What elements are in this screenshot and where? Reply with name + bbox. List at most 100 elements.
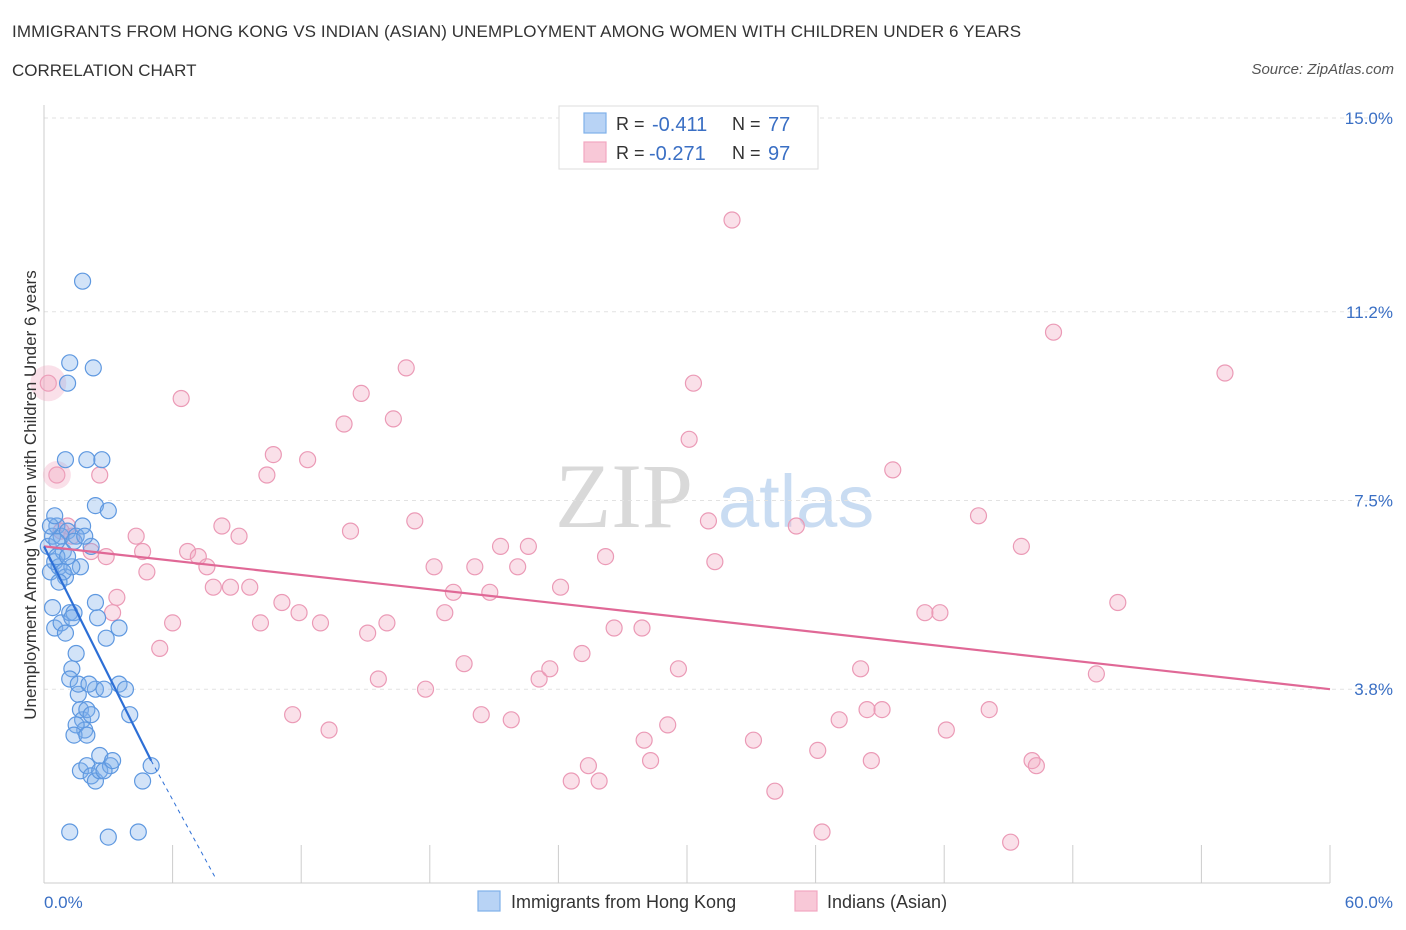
point-indians-asian	[230, 527, 248, 545]
point-indians-asian	[680, 430, 698, 448]
chart-title: IMMIGRANTS FROM HONG KONG VS INDIAN (ASI…	[12, 22, 1022, 41]
point-indians-asian	[406, 512, 424, 530]
point-indians-asian	[873, 700, 891, 719]
legend-n-value-2: 97	[768, 143, 790, 165]
point-indians-asian	[273, 593, 291, 612]
legend-n-label-2: N =	[732, 143, 761, 163]
point-indians-asian	[320, 721, 338, 739]
legend-r-label-2: R =	[616, 143, 645, 163]
point-hong-kong	[41, 517, 60, 535]
point-indians-asian	[590, 772, 608, 790]
trend-lines	[43, 545, 1331, 879]
point-indians-asian	[251, 614, 270, 632]
point-hong-kong	[73, 517, 92, 535]
point-hong-kong	[61, 823, 79, 841]
point-indians-asian	[830, 711, 848, 729]
point-indians-asian	[1012, 537, 1030, 556]
point-hong-kong	[78, 451, 96, 469]
point-indians-asian	[509, 558, 527, 576]
point-indians-asian	[299, 451, 317, 469]
y-tick-labels: 3.8% 7.5% 11.2% 15.0%	[1345, 109, 1393, 699]
watermark-zip: ZIP	[555, 445, 693, 547]
watermark-atlas: atlas	[718, 460, 874, 543]
point-indians-asian	[1216, 364, 1234, 382]
point-indians-asian	[573, 644, 591, 663]
legend-swatch-blue	[583, 112, 607, 134]
point-indians-asian	[1044, 323, 1063, 341]
point-hong-kong	[133, 772, 152, 790]
point-indians-asian	[213, 517, 231, 535]
point-indians-asian	[127, 527, 145, 545]
point-indians-asian	[172, 389, 190, 408]
point-indians-asian	[937, 721, 955, 739]
point-indians-asian	[264, 446, 282, 464]
point-indians-asian	[311, 614, 330, 632]
source-label: Source: ZipAtlas.com	[1251, 61, 1394, 78]
point-indians-asian	[416, 680, 435, 698]
point-hong-kong	[58, 547, 77, 566]
point-indians-asian	[596, 547, 615, 566]
point-hong-kong	[46, 507, 64, 525]
point-indians-asian	[369, 670, 387, 688]
point-indians-asian	[1002, 833, 1020, 851]
point-hong-kong	[48, 517, 66, 535]
point-indians-asian	[669, 660, 688, 678]
point-indians-asian	[562, 772, 580, 790]
point-indians-asian	[519, 537, 537, 556]
x-tick-label-max: 60.0%	[1345, 893, 1393, 912]
point-indians-asian	[91, 466, 109, 484]
point-indians-asian	[241, 578, 259, 596]
point-indians-asian	[466, 558, 484, 576]
point-indians-asian	[530, 670, 548, 688]
point-indians-asian	[659, 716, 677, 734]
point-hong-kong	[61, 670, 79, 688]
legend-swatch-pink	[583, 141, 607, 163]
y-tick-label: 7.5%	[1354, 492, 1393, 511]
point-indians-asian	[103, 604, 122, 622]
point-hong-kong	[142, 757, 160, 775]
point-indians-asian	[258, 466, 276, 484]
x-tick-label-min: 0.0%	[44, 893, 83, 912]
point-indians-asian	[198, 558, 216, 576]
point-indians-asian	[641, 751, 660, 770]
trend-line-indians-asian	[43, 545, 1331, 691]
legend-r-value-1: -0.411	[652, 114, 707, 136]
point-indians-asian	[502, 711, 520, 729]
point-indians-asian	[699, 512, 718, 530]
point-hong-kong	[63, 660, 81, 678]
point-indians-asian	[744, 731, 763, 749]
point-indians-asian	[204, 578, 222, 596]
point-indians-asian	[541, 660, 559, 678]
chart-subtitle: CORRELATION CHART	[12, 61, 197, 80]
point-indians-asian	[481, 583, 499, 601]
point-hong-kong	[67, 716, 85, 734]
point-indians-asian	[491, 537, 510, 556]
trend-line-hong-kong-extension	[150, 760, 216, 879]
point-indians-asian	[436, 604, 454, 622]
point-hong-kong	[95, 680, 113, 698]
point-hong-kong	[93, 451, 111, 469]
point-hong-kong	[43, 598, 62, 617]
point-indians-asian	[862, 751, 880, 770]
y-axis-label: Unemployment Among Women with Children U…	[21, 270, 40, 719]
point-indians-asian	[969, 507, 988, 525]
point-indians-asian	[787, 517, 805, 535]
point-indians-asian-large	[30, 365, 67, 402]
point-indians-asian	[138, 563, 156, 581]
legend-r-value-2: -0.271	[649, 143, 706, 165]
point-hong-kong	[73, 272, 92, 290]
point-hong-kong	[78, 757, 96, 775]
x-ticks	[43, 845, 1331, 883]
point-indians-asian	[579, 757, 598, 775]
point-indians-asian	[108, 588, 126, 607]
point-hong-kong	[99, 828, 117, 846]
point-hong-kong	[58, 374, 77, 392]
point-indians-asian	[635, 731, 653, 749]
point-indians-asian	[1027, 757, 1045, 775]
point-indians-asian	[852, 660, 870, 678]
point-indians-asian	[884, 461, 902, 479]
bottom-legend-swatch-blue	[477, 890, 501, 912]
point-indians-asian	[980, 700, 998, 719]
y-tick-label: 15.0%	[1345, 109, 1393, 128]
